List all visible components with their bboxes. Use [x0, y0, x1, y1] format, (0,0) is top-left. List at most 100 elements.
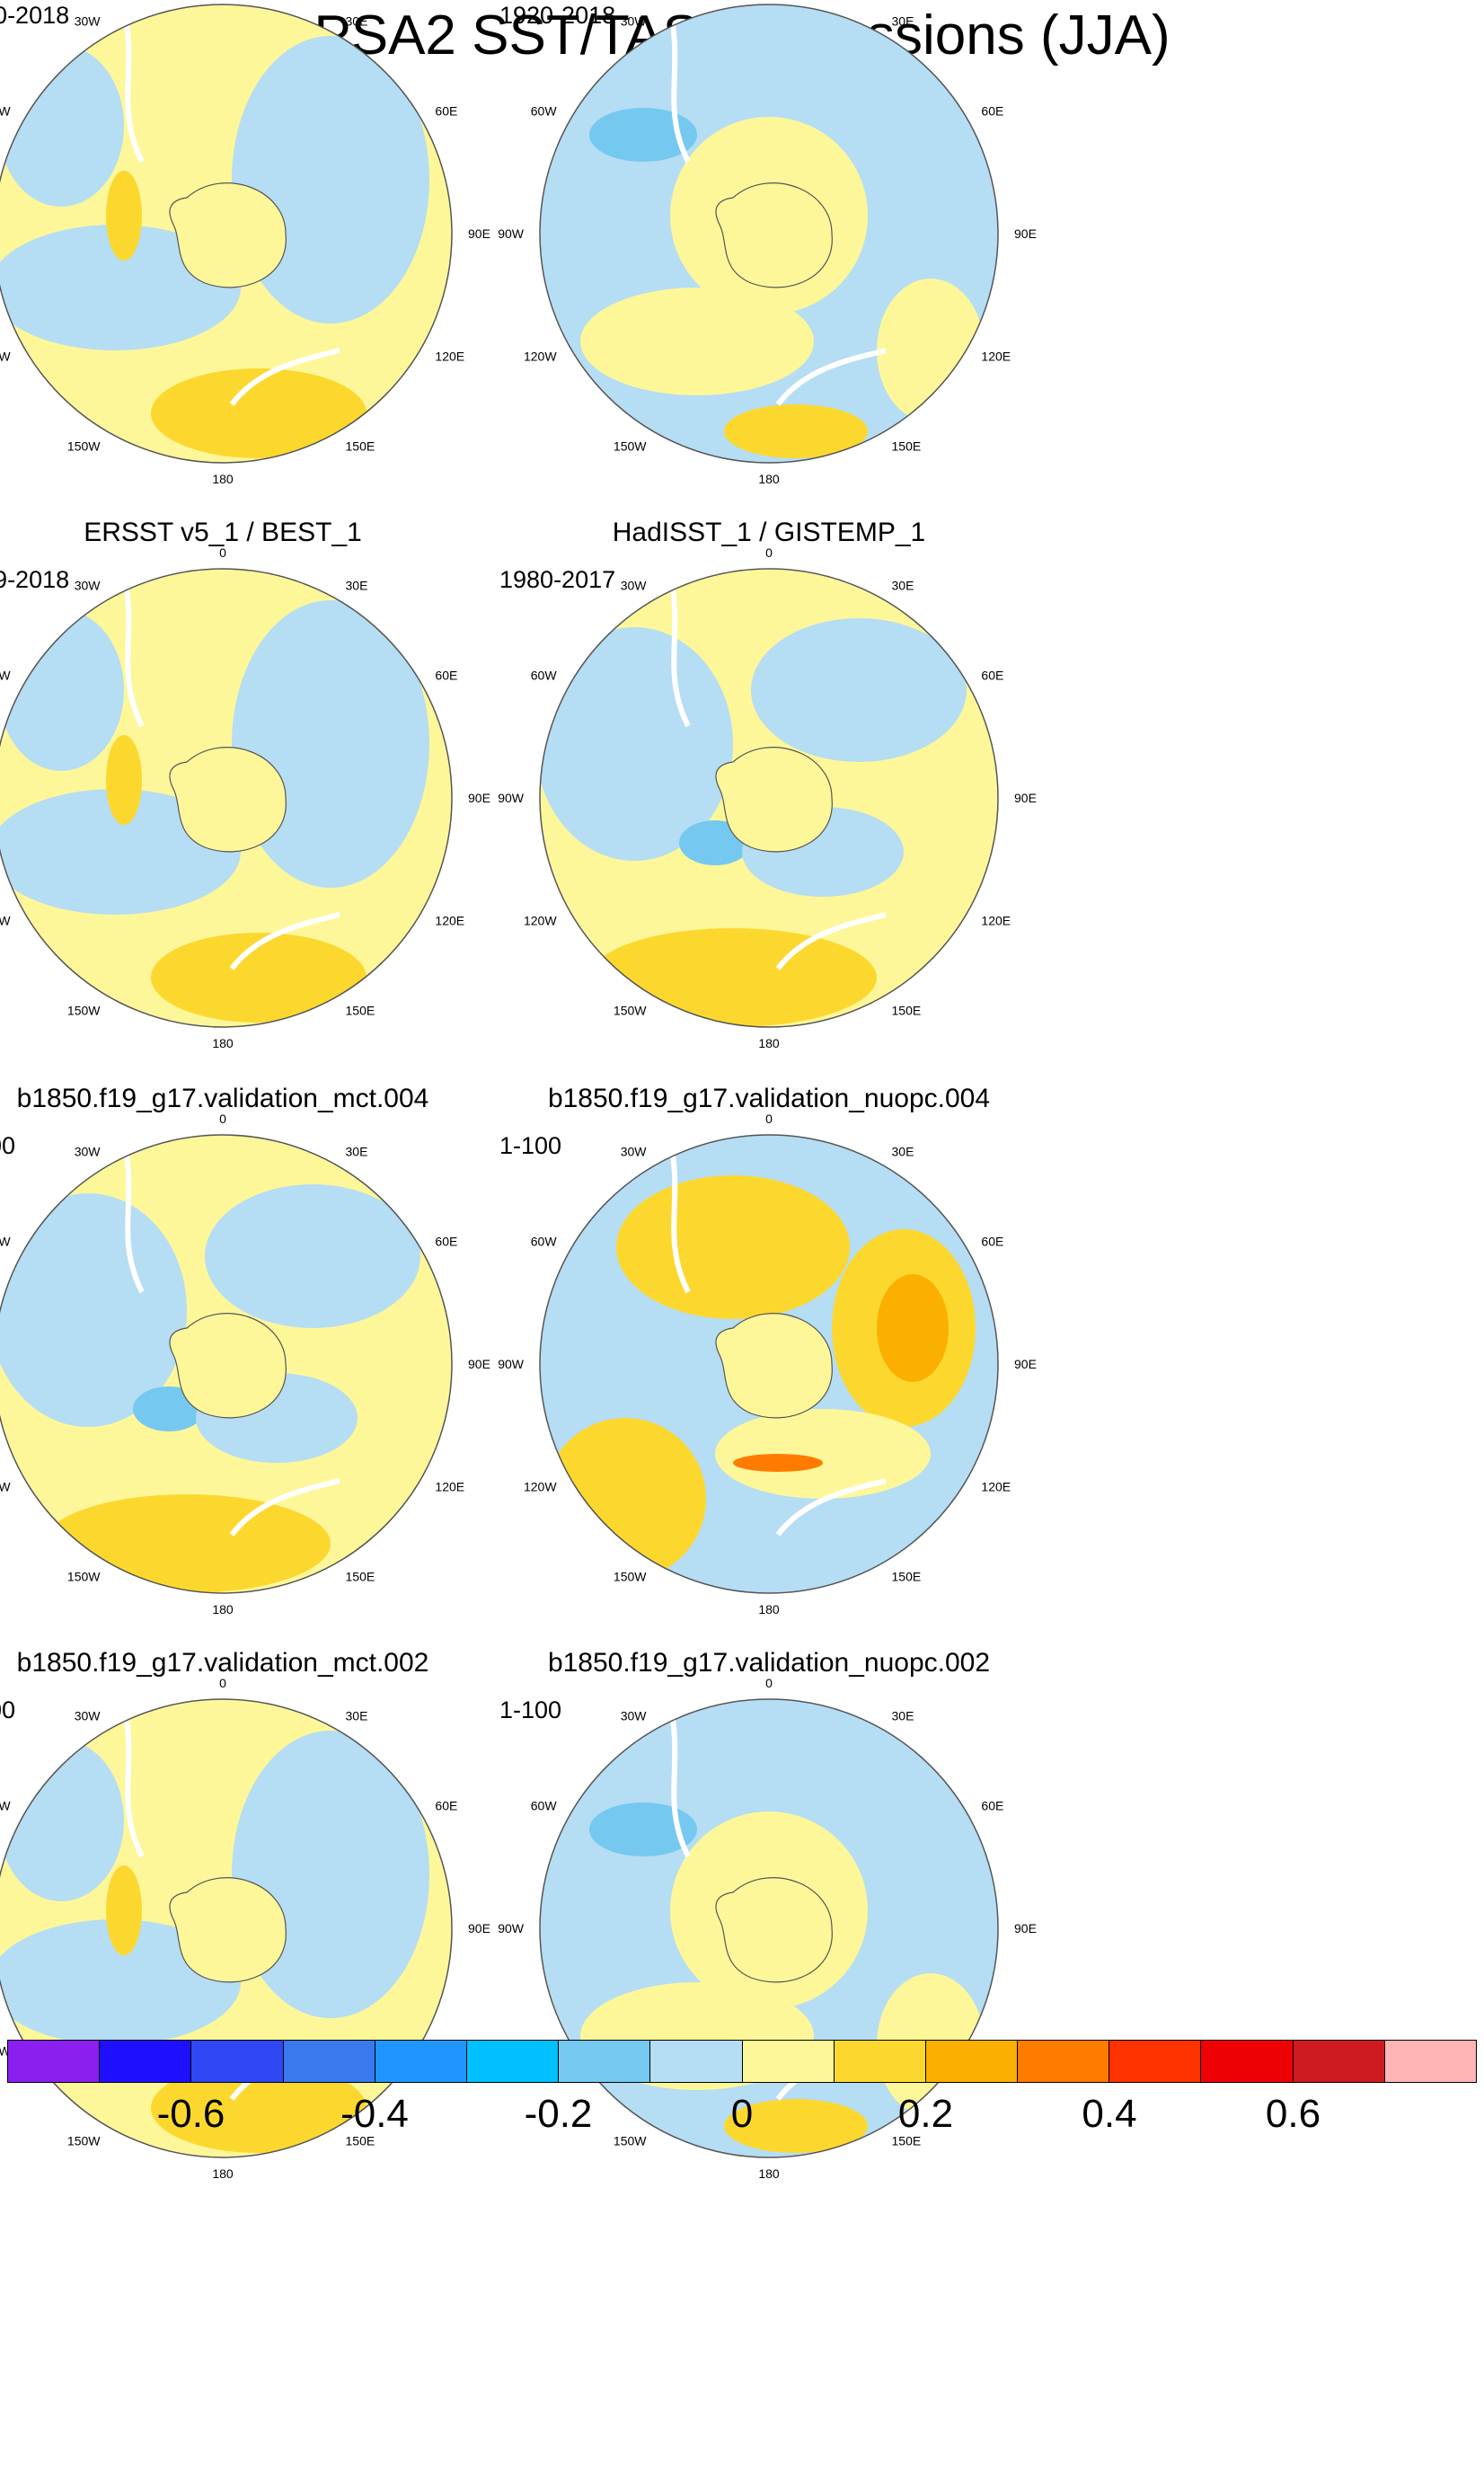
contour-region [205, 1184, 420, 1328]
map-border [0, 1698, 453, 2158]
south-america-coast [667, 572, 691, 728]
longitude-label: 30W [75, 14, 102, 29]
colorbar-box [375, 2041, 467, 2082]
longitude-label: 180 [758, 2166, 780, 2181]
colorbar-box [100, 2041, 192, 2082]
longitude-label: 120W [0, 1480, 11, 1494]
antarctica-coastline [715, 1313, 833, 1419]
longitude-label: 120E [981, 914, 1011, 928]
australia-coast [229, 1478, 340, 1537]
map-panel: b1850.f19_g17.validation_mct.002 1-100 0 30… [0, 1648, 501, 2207]
longitude-label: 150E [892, 2133, 922, 2148]
longitude-label: 120E [981, 1480, 1011, 1494]
longitude-label: 120W [524, 350, 557, 364]
contour-region [0, 45, 124, 207]
longitude-label: 150W [614, 2133, 647, 2148]
panel-title: b1850.f19_g17.validation_mct.004 [16, 1084, 429, 1113]
map-border [0, 568, 453, 1028]
south-america-coast [121, 1703, 145, 1858]
longitude-label: 60E [435, 1235, 457, 1249]
longitude-label: 150E [892, 438, 922, 453]
colorbar-tick-label: -0.6 [156, 2092, 225, 2136]
south-america-coast [121, 1138, 145, 1294]
antarctica-coastline [169, 1313, 287, 1419]
longitude-label: 150E [892, 1003, 922, 1017]
longitude-label: 150E [346, 438, 375, 453]
map-panel: ERSST v5_1 / BEST_1 1979-2018 0 30E 60E 90E 12… [0, 518, 501, 1076]
contour-region [0, 1919, 241, 2045]
map-border [0, 1134, 453, 1594]
longitude-label: 150W [614, 438, 647, 453]
colorbar-box [8, 2041, 101, 2082]
longitude-label: 30E [346, 14, 368, 29]
contour-region [724, 2099, 868, 2153]
antarctica-coastline [169, 747, 287, 853]
contour-region [580, 288, 814, 395]
longitude-label: 90E [468, 1921, 490, 1935]
panel-title: b1850.f19_g17.validation_nuopc.004 [547, 1084, 991, 1113]
colorbar-box [559, 2041, 651, 2082]
contour-region [715, 1409, 931, 1499]
colorbar-box [1201, 2041, 1294, 2082]
contour-region [151, 2063, 367, 2153]
colorbar-box [834, 2041, 926, 2082]
contour-region [0, 1740, 124, 1901]
longitude-label: 120E [435, 1480, 464, 1494]
antarctica-coastline [715, 1877, 833, 1983]
longitude-label: 60W [531, 104, 558, 119]
panel-title: b1850.f19_g17.validation_mct.002 [16, 1648, 429, 1678]
longitude-label: 90E [468, 791, 490, 805]
longitude-label: 30W [75, 1145, 102, 1159]
longitude-label: 30E [346, 1709, 368, 1723]
longitude-label: 30W [75, 579, 102, 593]
map-panel: HadISST / GISTEMP1920-2018030E60E90E120E… [490, 0, 1047, 512]
longitude-label: 90E [468, 226, 490, 241]
longitude-label: 0 [765, 545, 773, 560]
longitude-label: 60E [981, 1799, 1003, 1813]
colorbar-tick-labels: -0.6 -0.4 -0.2 0 0.2 0.4 0.6 [7, 2092, 1477, 2146]
colorbar-box [925, 2041, 1019, 2082]
colorbar-tick-label: 0.2 [897, 2092, 954, 2136]
australia-coast [775, 912, 887, 970]
longitude-label: 30E [346, 1145, 368, 1159]
map-panel: b1850.f19_g17.validation_mct.004 1-100 0 30… [0, 1084, 501, 1643]
longitude-label: 60E [981, 1235, 1003, 1249]
colorbar-tick-label: 0.4 [1082, 2092, 1137, 2136]
longitude-label: 180 [212, 1602, 234, 1617]
map-border [539, 4, 999, 464]
contour-region [733, 1454, 823, 1472]
longitude-label: 90W [498, 1357, 525, 1371]
longitude-label: 60E [435, 104, 457, 119]
colorbar-box [466, 2041, 560, 2082]
longitude-label: 180 [212, 472, 234, 486]
panel-period: 1980-2017 [499, 566, 616, 593]
longitude-label: 30W [621, 1145, 648, 1159]
longitude-label: 60W [0, 104, 11, 119]
longitude-label: 120W [524, 914, 557, 928]
longitude-label: 150W [67, 1569, 101, 1583]
longitude-label: 30E [346, 579, 368, 593]
longitude-label: 120E [435, 914, 464, 928]
colorbar-box [1293, 2041, 1385, 2082]
panel-period: 1979-2018 [0, 566, 70, 593]
panel-period: 1920-2018 [0, 2, 70, 29]
panel-period: 1-100 [499, 1696, 562, 1723]
colorbar-box [1384, 2041, 1476, 2082]
map-border [539, 1134, 999, 1594]
contour-region [232, 1731, 429, 2018]
longitude-label: 150W [614, 1569, 647, 1583]
map-panel: ERSST v5 / BEST1920-2018030E60E90E120E15… [0, 0, 501, 512]
longitude-label: 60W [531, 1235, 558, 1249]
panel-title: b1850.f19_g17.validation_nuopc.002 [547, 1648, 991, 1678]
contour-region [106, 1865, 142, 1955]
colorbar [7, 2040, 1477, 2083]
longitude-label: 180 [758, 1602, 780, 1617]
longitude-label: 90W [498, 791, 525, 805]
longitude-label: 0 [219, 1112, 226, 1126]
longitude-label: 60E [435, 1799, 457, 1813]
longitude-label: 150E [346, 1569, 375, 1583]
